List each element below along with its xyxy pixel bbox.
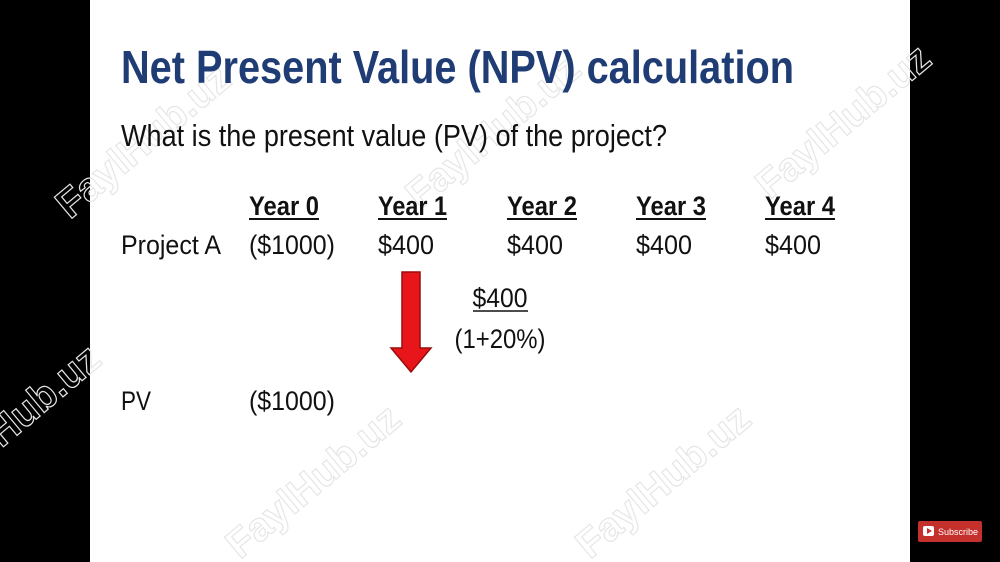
cell: ($1000) [249, 230, 335, 260]
pv-row: PV ($1000) [121, 386, 335, 416]
cell: $400 [765, 230, 821, 260]
subscribe-label[interactable]: Subscribe [938, 527, 978, 537]
table-header: Year 0 Year 1 Year 2 Year 3 Year 4 [249, 191, 835, 221]
numerator: $400 [473, 283, 528, 313]
denominator: (1+20%) [455, 324, 546, 354]
slide [90, 0, 910, 562]
subscribe-button[interactable]: Subscribe [918, 521, 982, 542]
play-icon [927, 528, 932, 534]
year-header: Year 0 [249, 191, 319, 221]
row-label: PV [121, 386, 151, 416]
row-label: Project A [121, 230, 221, 260]
down-arrow [389, 271, 433, 374]
question: What is the present value (PV) of the pr… [121, 118, 667, 153]
cell: $400 [507, 230, 563, 260]
cell: $400 [378, 230, 434, 260]
subscribe-bg[interactable] [918, 521, 982, 542]
year-header: Year 3 [636, 191, 706, 221]
slide-title: Net Present Value (NPV) calculation [121, 41, 794, 93]
cell: $400 [636, 230, 692, 260]
year-header: Year 2 [507, 191, 577, 221]
year-header: Year 4 [765, 191, 835, 221]
year-header: Year 1 [378, 191, 447, 221]
table-row: Project A ($1000) $400 $400 $400 $400 [121, 230, 821, 260]
cell: ($1000) [249, 386, 335, 416]
formula: $400 (1+20%) [455, 283, 546, 354]
